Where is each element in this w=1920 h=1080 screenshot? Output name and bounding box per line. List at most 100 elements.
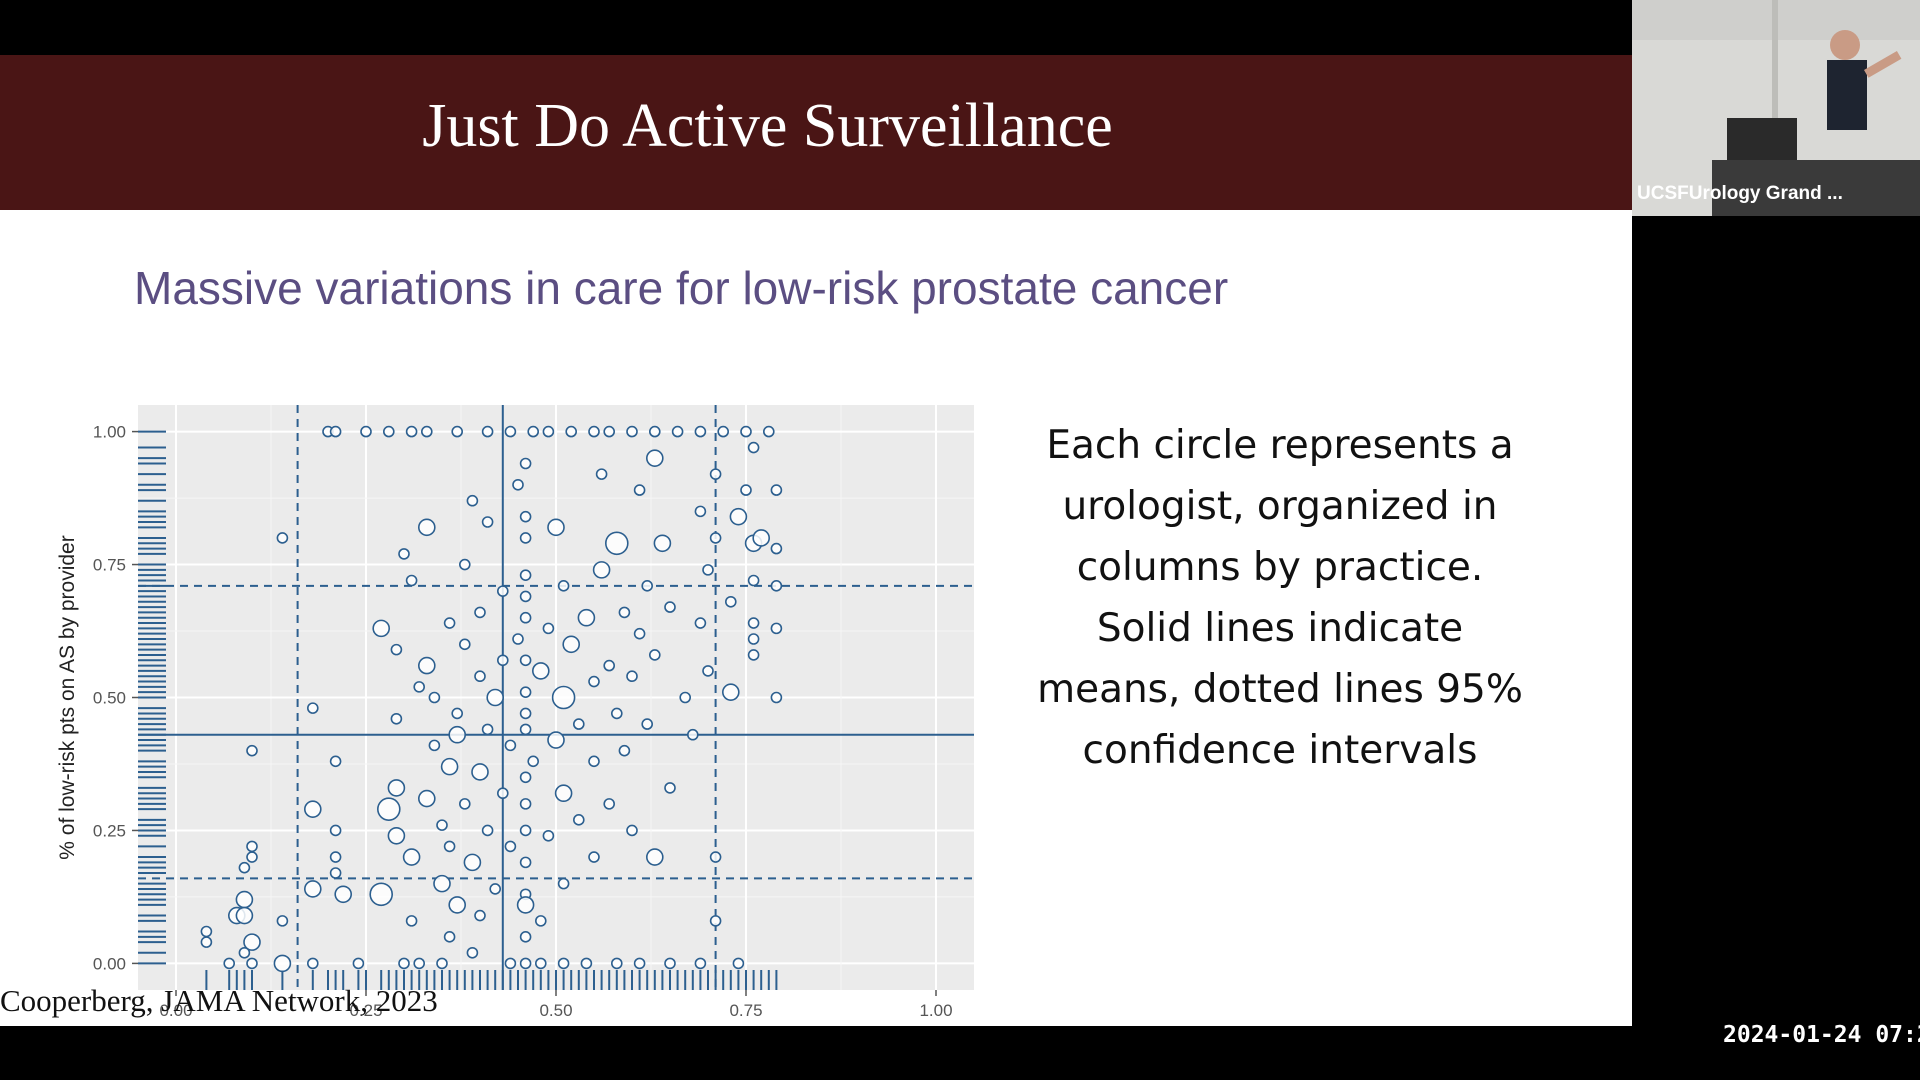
data-point: [504, 957, 517, 970]
data-point: [542, 425, 555, 438]
data-point: [360, 425, 372, 438]
data-point: [504, 739, 517, 752]
data-point: [551, 685, 576, 710]
data-point: [603, 425, 616, 438]
data-point: [592, 561, 611, 579]
data-point: [466, 946, 479, 959]
data-point: [588, 675, 600, 688]
data-point: [417, 518, 436, 537]
data-point: [645, 449, 664, 467]
data-point: [246, 851, 258, 863]
y-tick-label: 0.25: [93, 821, 126, 840]
title-bar: Just Do Active Surveillance: [0, 55, 1632, 210]
data-point: [481, 425, 494, 438]
data-point: [463, 853, 482, 872]
data-point: [402, 848, 421, 866]
data-point: [433, 874, 451, 893]
data-point: [519, 510, 532, 523]
data-point: [527, 755, 540, 768]
data-point: [618, 744, 631, 757]
data-point: [588, 851, 600, 863]
data-point: [519, 654, 532, 667]
data-point: [474, 670, 486, 683]
data-point: [648, 649, 661, 661]
data-point: [443, 617, 456, 629]
data-point: [504, 425, 517, 438]
data-point: [626, 425, 638, 438]
data-point: [633, 627, 646, 640]
data-point: [481, 516, 494, 528]
data-point: [648, 425, 661, 438]
data-point: [547, 731, 565, 749]
data-point: [709, 851, 722, 863]
data-point: [496, 787, 509, 800]
data-point: [633, 957, 646, 970]
data-point: [246, 957, 258, 970]
data-point: [664, 782, 676, 794]
citation: Cooperberg, JAMA Network, 2023: [0, 983, 438, 1018]
data-point: [747, 617, 760, 629]
data-point: [641, 718, 654, 730]
data-point: [694, 617, 707, 629]
data-point: [448, 896, 467, 914]
data-point: [721, 683, 740, 701]
data-point: [329, 824, 342, 837]
x-tick-label: 0.25: [349, 1001, 382, 1020]
data-point: [382, 425, 395, 438]
data-point: [352, 957, 365, 970]
data-point: [443, 931, 456, 943]
data-point: [329, 851, 342, 863]
slide: Just Do Active Surveillance Massive vari…: [0, 55, 1632, 1026]
data-point: [557, 580, 570, 592]
data-point: [329, 755, 342, 768]
data-point: [534, 915, 547, 927]
data-point: [747, 441, 760, 454]
webcam-label: UCSFUrology Grand ...: [1637, 183, 1843, 204]
data-point: [709, 468, 722, 480]
data-point: [740, 425, 752, 438]
data-point: [747, 574, 760, 587]
data-point: [306, 702, 319, 714]
timestamp: 2024-01-24 07:2: [1723, 1022, 1920, 1048]
data-point: [610, 707, 623, 720]
data-point: [519, 707, 532, 720]
data-point: [709, 532, 722, 544]
data-point: [557, 877, 570, 890]
data-point: [542, 622, 555, 635]
data-point: [390, 712, 403, 725]
data-point: [618, 606, 631, 619]
data-point: [329, 425, 342, 438]
data-point: [398, 957, 410, 970]
data-point: [679, 691, 692, 704]
data-point: [531, 662, 550, 680]
data-point: [740, 484, 752, 496]
data-point: [303, 800, 322, 818]
data-point: [519, 569, 532, 581]
data-point: [512, 478, 524, 491]
data-point: [664, 601, 676, 613]
data-point: [633, 484, 646, 496]
x-tick-label: 0.00: [159, 1001, 192, 1020]
data-point: [481, 723, 494, 736]
data-point: [413, 681, 426, 693]
data-point: [235, 890, 254, 909]
data-point: [481, 824, 494, 837]
data-point: [770, 542, 783, 555]
data-point: [717, 425, 730, 438]
data-point: [580, 957, 593, 970]
data-point: [519, 856, 532, 869]
data-point: [443, 840, 456, 853]
data-point: [417, 656, 436, 675]
data-point: [519, 957, 532, 970]
data-point: [547, 518, 565, 537]
data-point: [519, 771, 532, 784]
y-axis-label: % of low-risk pts on AS by provider: [56, 535, 79, 859]
data-point: [694, 957, 707, 970]
slide-title: Just Do Active Surveillance: [422, 92, 1113, 160]
explanation-text: Each circle represents a urologist, orga…: [1037, 423, 1523, 773]
data-point: [577, 608, 596, 627]
data-point: [626, 670, 638, 683]
data-point: [458, 558, 471, 571]
data-point: [448, 725, 467, 744]
y-tick-label: 0.50: [93, 689, 126, 708]
